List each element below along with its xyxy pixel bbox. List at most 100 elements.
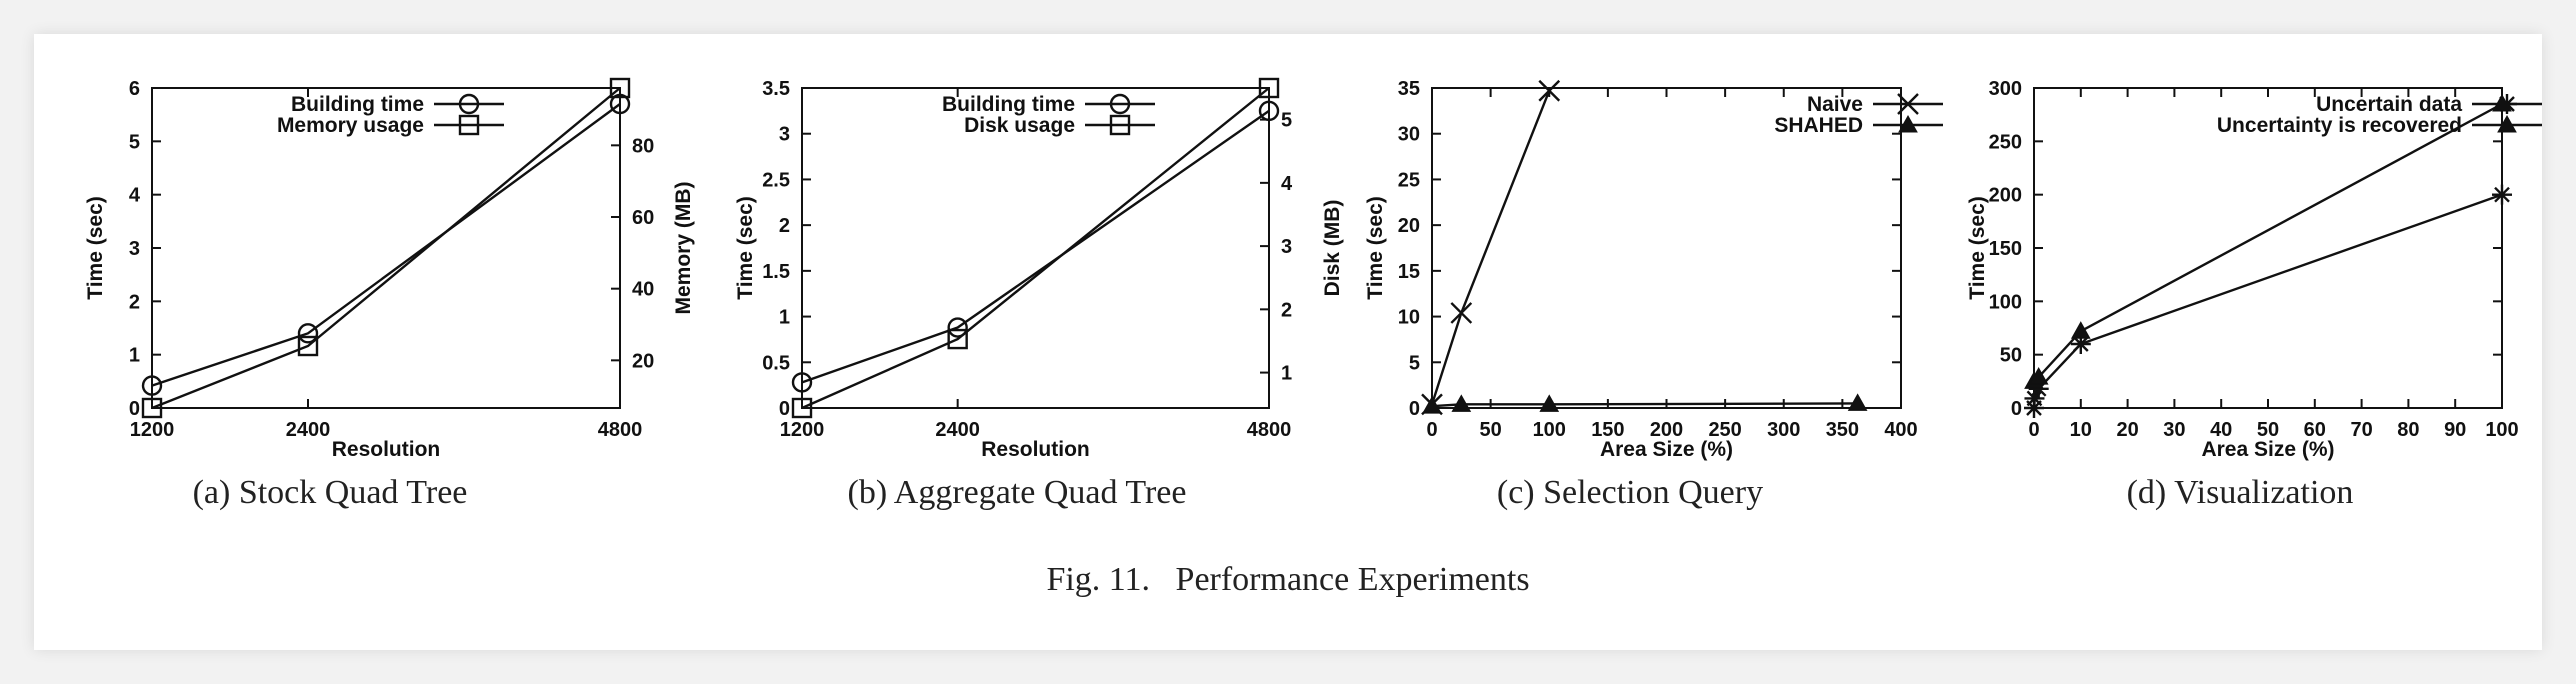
chart-d-xtick-label: 70 (2350, 419, 2372, 441)
chart-b-xlabel: Resolution (981, 438, 1090, 461)
chart-c-series-2-point (1422, 396, 1442, 414)
chart-a-y2tick-label: 60 (632, 207, 654, 229)
chart-b-legend-label-1: Building time (942, 93, 1075, 116)
chart-b-ytick-label: 2.5 (762, 169, 790, 191)
chart-c-xtick-label: 250 (1708, 419, 1741, 441)
chart-d-ytick-label: 150 (1989, 238, 2022, 260)
chart-a-series-2-point (609, 77, 631, 99)
chart-a-series-1-point (609, 93, 631, 115)
chart-c-xtick-label: 350 (1826, 419, 1859, 441)
chart-a-y2label: Memory (MB) (672, 181, 695, 314)
chart-a-xtick-label: 2400 (286, 419, 331, 441)
chart-b-legend-marker-2 (1109, 114, 1131, 136)
chart-d-series-line-2 (2033, 102, 2503, 383)
chart-a-y2tick-label: 20 (632, 350, 654, 372)
chart-a-series-line-1 (151, 103, 621, 387)
chart-a-xtick-label: 4800 (598, 419, 643, 441)
chart-d-ytick-label: 300 (1989, 78, 2022, 100)
chart-b-ytick-label: 0.5 (762, 352, 790, 374)
chart-a-series-2-point (297, 335, 319, 357)
chart-b-y2tick-label: 1 (1281, 363, 1292, 385)
chart-c-ytick-label: 5 (1409, 352, 1420, 374)
chart-c-xtick-label: 100 (1533, 419, 1566, 441)
chart-c-legend-label-2: SHAHED (1774, 114, 1863, 137)
chart-c-series-2-point (1847, 393, 1868, 411)
chart-d-xtick-label: 80 (2397, 419, 2419, 441)
chart-b-series-line-2 (801, 87, 1270, 410)
figure-caption: Fig. 11. Performance Experiments (1046, 561, 1530, 598)
chart-a-legend-label-2: Memory usage (277, 114, 424, 137)
chart-d-series-1-point (2024, 388, 2045, 409)
chart-a-ytick-label: 6 (129, 78, 140, 100)
chart-c-legend-label-1: Naive (1807, 93, 1863, 116)
chart-a-legend-marker-1 (458, 93, 480, 115)
chart-b-series-1-point (1258, 100, 1280, 122)
chart-b-ytick-label: 0 (779, 398, 790, 420)
chart-d-series-2-point (2070, 321, 2091, 339)
chart-a-y2tick-label: 40 (632, 279, 654, 301)
chart-b-xtick-label: 4800 (1247, 419, 1292, 441)
chart-a-ylabel: Time (sec) (84, 196, 107, 300)
chart-b-ytick-label: 3.5 (762, 78, 790, 100)
chart-a-ytick-label: 2 (129, 291, 140, 313)
chart-d-xtick-label: 30 (2163, 419, 2185, 441)
chart-b-xtick-label: 2400 (935, 419, 980, 441)
chart-a-ytick-label: 0 (129, 398, 140, 420)
chart-b-y2tick-label: 3 (1281, 236, 1292, 258)
chart-b-legend-label-2: Disk usage (964, 114, 1075, 137)
subcaption-d: (d) Visualization (2126, 474, 2354, 511)
chart-a-series-1-point (297, 323, 319, 344)
chart-d-ytick-label: 250 (1989, 131, 2022, 153)
chart-b-series-2-point (1258, 77, 1280, 99)
chart-d-xtick-label: 90 (2444, 419, 2466, 441)
chart-d-series-2-point (2028, 367, 2049, 385)
chart-b-y2tick-label: 4 (1281, 173, 1293, 195)
chart-c-series-2-point (1451, 394, 1472, 412)
chart-d-ytick-label: 100 (1989, 291, 2022, 313)
chart-c-ytick-label: 15 (1398, 261, 1420, 283)
chart-c-ylabel: Time (sec) (1364, 196, 1387, 300)
chart-b-series-2-point (791, 397, 813, 419)
chart-c-series-1-point (1538, 79, 1561, 102)
chart-c-series-line-2 (1431, 402, 1858, 408)
subcaption-b: (b) Aggregate Quad Tree (847, 474, 1187, 511)
chart-c-legend-marker-2 (1898, 114, 1918, 133)
chart-d-xtick-label: 40 (2210, 419, 2232, 441)
chart-d-xlabel: Area Size (%) (2201, 438, 2334, 461)
chart-b-legend-marker-1 (1109, 93, 1131, 115)
chart-c-series-2-point (1539, 394, 1560, 412)
chart-c-xtick-label: 150 (1591, 419, 1624, 441)
chart-d-series-line-1 (2032, 193, 2503, 409)
chart-a-ytick-label: 1 (129, 345, 140, 367)
chart-c-xtick-label: 300 (1767, 419, 1800, 441)
chart-b-ytick-label: 2 (779, 215, 790, 237)
chart-a-legend-label-1: Building time (291, 93, 424, 116)
chart-d-ytick-label: 50 (2000, 345, 2022, 367)
chart-d-series-1-point (2492, 184, 2512, 205)
chart-b-ytick-label: 1.5 (762, 261, 790, 283)
chart-d-ylabel: Time (sec) (1966, 196, 1989, 300)
chart-a-legend-marker-2 (458, 114, 480, 136)
chart-a-ytick-label: 3 (129, 238, 140, 260)
chart-b-ytick-label: 1 (779, 307, 790, 329)
chart-d-xtick-label: 50 (2257, 419, 2279, 441)
chart-c-xlabel: Area Size (%) (1600, 438, 1733, 461)
figure-card (34, 34, 2542, 650)
chart-c-series-line-1 (1430, 90, 1551, 405)
chart-c-xtick-label: 50 (1480, 419, 1502, 441)
chart-b-ytick-label: 3 (779, 124, 790, 146)
chart-b-series-1-point (791, 372, 813, 393)
chart-c-xtick-label: 200 (1650, 419, 1683, 441)
chart-c-ytick-label: 25 (1398, 169, 1420, 191)
chart-d-xtick-label: 60 (2304, 419, 2326, 441)
chart-c-series-1-point (1450, 302, 1473, 324)
chart-d-xtick-label: 20 (2116, 419, 2138, 441)
chart-d-series-1-point (2070, 334, 2091, 354)
chart-a-xlabel: Resolution (332, 438, 441, 461)
chart-c-ytick-label: 20 (1398, 215, 1420, 237)
chart-b-series-1-point (947, 317, 968, 338)
chart-d-legend-marker-2 (2497, 114, 2517, 133)
subcaption-c: (c) Selection Query (1496, 474, 1764, 511)
chart-b-y2tick-label: 5 (1281, 110, 1292, 132)
